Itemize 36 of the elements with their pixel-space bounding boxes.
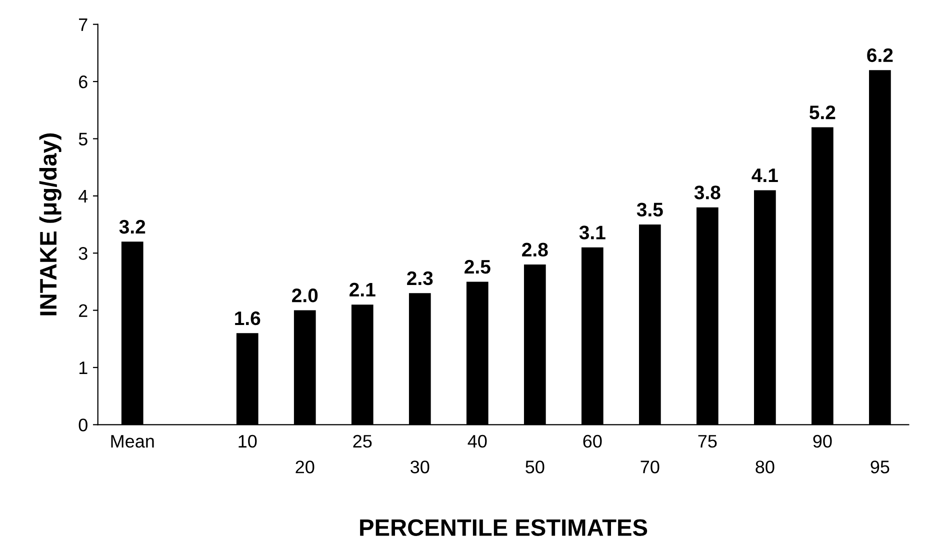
data-label: 6.2 (867, 48, 893, 62)
data-label: 1.6 (235, 311, 260, 326)
data-label: 3.5 (636, 202, 663, 217)
data-label: 2.8 (522, 242, 548, 257)
x-tick-label: 95 (870, 460, 890, 474)
x-tick-label: 90 (813, 434, 832, 448)
y-tick-label: 4 (78, 190, 88, 202)
x-axis-title: PERCENTILE ESTIMATES (360, 519, 648, 536)
x-tick-label: 30 (410, 460, 430, 474)
data-label: 5.2 (810, 106, 836, 120)
y-axis-title: INTAKE (μg/day) (39, 133, 62, 316)
data-label: 3.1 (579, 226, 606, 240)
y-tick-label: 5 (78, 132, 88, 146)
x-tick-label: Mean (111, 435, 154, 448)
x-tick-label: 50 (526, 460, 544, 474)
data-label: 4.1 (752, 168, 778, 182)
x-tick-label: 40 (468, 434, 487, 448)
x-tick-label: 80 (756, 460, 774, 474)
data-label: 2.3 (407, 271, 433, 286)
y-tick-label: 0 (78, 418, 88, 432)
data-label: 2.1 (350, 282, 376, 296)
y-tick-label: 6 (79, 75, 88, 88)
x-tick-label: 70 (640, 460, 660, 474)
y-tick-label: 3 (78, 247, 88, 260)
x-tick-label: 25 (353, 434, 372, 448)
y-tick-label: 1 (79, 362, 88, 374)
x-tick-label: 60 (583, 434, 602, 448)
y-tick-label: 7 (79, 18, 88, 31)
x-tick-label: 75 (698, 435, 717, 448)
y-tick-label: 2 (79, 304, 88, 317)
data-label: 2.5 (464, 260, 490, 274)
data-label: 3.2 (119, 220, 146, 234)
x-tick-label: 20 (296, 460, 314, 474)
data-label: 2.0 (292, 288, 318, 302)
x-tick-label: 10 (238, 434, 257, 448)
data-label: 3.8 (694, 186, 720, 200)
